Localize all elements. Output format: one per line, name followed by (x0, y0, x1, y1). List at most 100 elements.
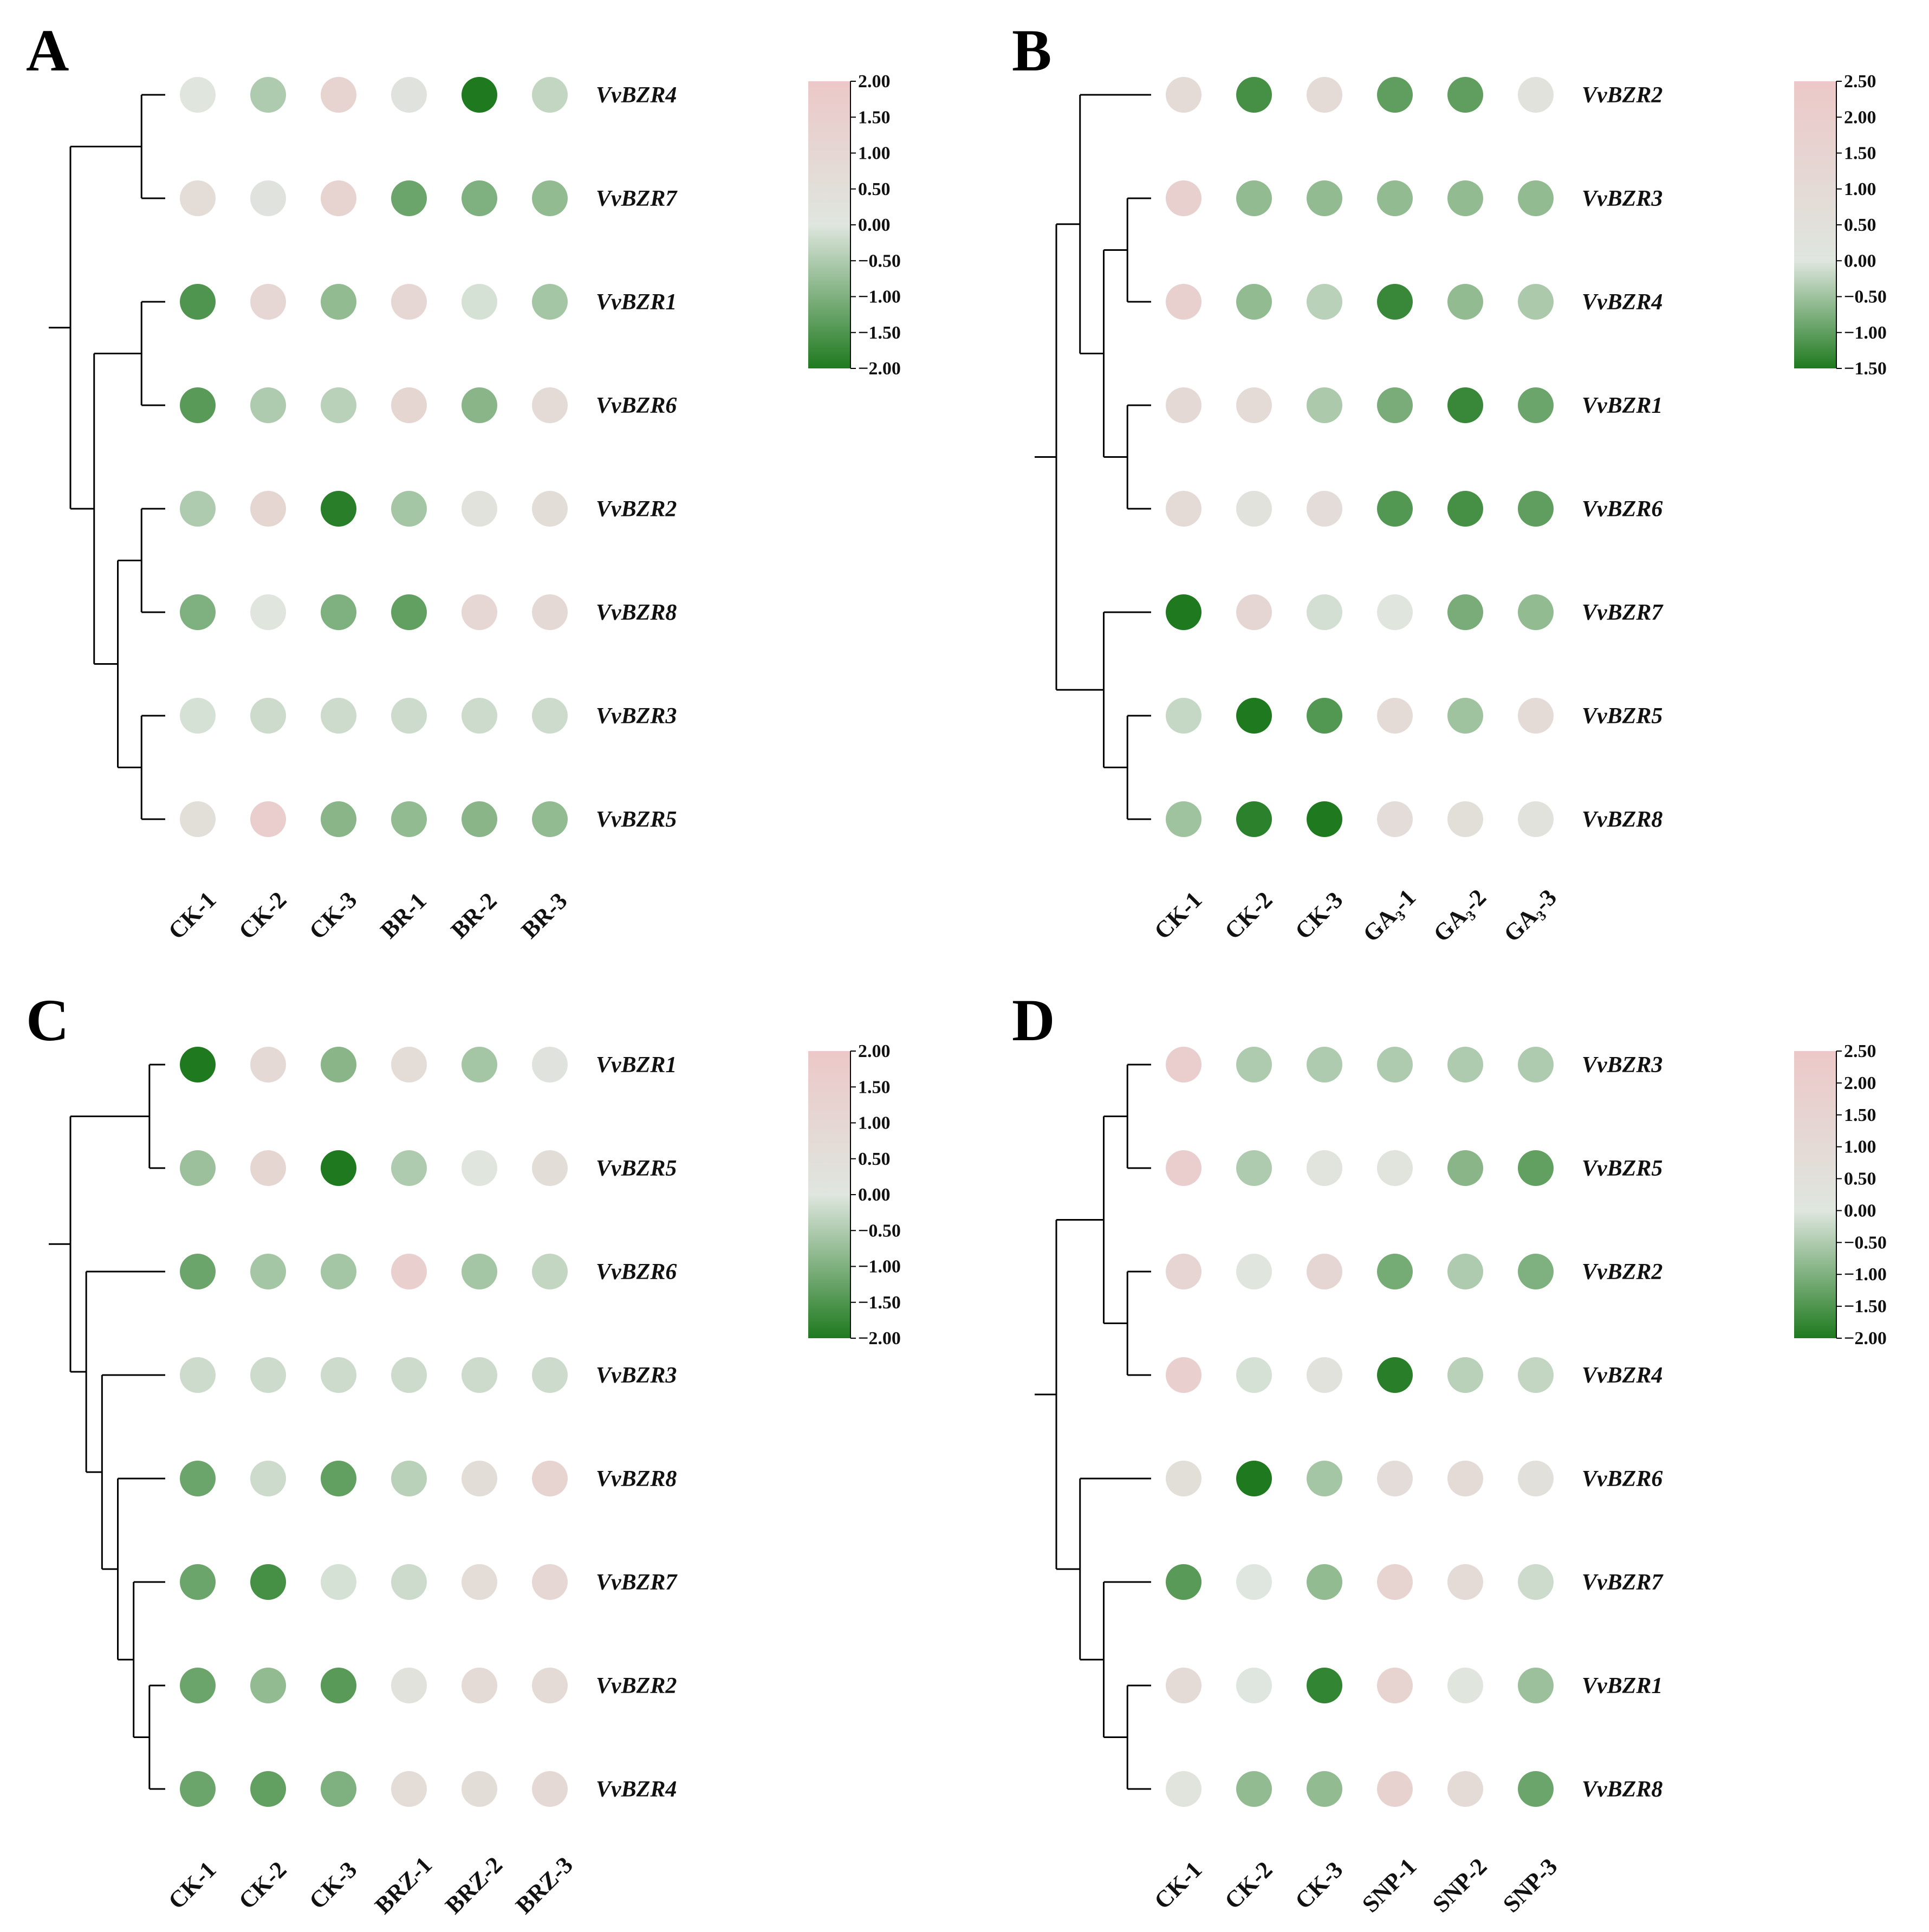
gene-label: VvBZR5 (1582, 1156, 1662, 1181)
heatmap-cell (1447, 1357, 1483, 1393)
gene-label: VvBZR6 (596, 393, 677, 418)
heatmap-cell (532, 1564, 568, 1600)
heatmap-cell (391, 1254, 427, 1289)
gene-label: VvBZR2 (1582, 1260, 1662, 1285)
heatmap-cell (462, 1564, 497, 1600)
column-label: CK-3 (1290, 1856, 1348, 1914)
heatmap-cell (1377, 180, 1413, 216)
heatmap-cell (391, 801, 427, 837)
colorbar-tick-label: 1.00 (858, 1113, 891, 1133)
heatmap-cell (1236, 284, 1272, 320)
colorbar-tick-label: 0.50 (1844, 215, 1876, 235)
heatmap-cell (250, 801, 286, 837)
heatmap-cell (1166, 1564, 1201, 1600)
heatmap-cell (391, 284, 427, 320)
heatmap-cell (1518, 698, 1554, 734)
heatmap-cell (391, 1047, 427, 1082)
heatmap-cell (250, 1357, 286, 1393)
heatmap-cell (1518, 1771, 1554, 1807)
heatmap-svg: VvBZR2 VvBZR3 VvBZR4 VvBZR1 VvBZR6 VvBZR7 VvBZ… (1035, 72, 1887, 947)
heatmap-cell (532, 387, 568, 423)
heatmap-cell (532, 284, 568, 320)
heatmap-cell (532, 1771, 568, 1807)
heatmap-cell (1307, 491, 1342, 527)
heatmap-cell (1236, 1357, 1272, 1393)
colorbar-tick-label: −1.00 (1844, 1265, 1887, 1285)
heatmap-cell (391, 594, 427, 630)
heatmap-cell (321, 1461, 356, 1496)
panel-C: C VvBZR1 VvBZR5 VvBZR6 VvBZR3 VvBZR8 VvBZR7 VvB… (0, 970, 964, 1932)
colorbar-tick-label: 0.00 (858, 1185, 891, 1205)
gene-label: VvBZR5 (596, 1156, 677, 1181)
heatmap-cell (1236, 180, 1272, 216)
heatmap-cell (180, 1254, 216, 1289)
heatmap-cell (1166, 1461, 1201, 1496)
heatmap-cell (1236, 1668, 1272, 1703)
heatmap-cell (1518, 491, 1554, 527)
gene-label: VvBZR8 (1582, 807, 1662, 832)
heatmap-cell (1518, 284, 1554, 320)
gene-label: VvBZR7 (1582, 600, 1664, 625)
heatmap-cell (1518, 1047, 1554, 1082)
colorbar-tick-label: −1.50 (1844, 359, 1887, 379)
heatmap-cell (1377, 801, 1413, 837)
heatmap-cell (1236, 698, 1272, 734)
heatmap-cell (1307, 1357, 1342, 1393)
heatmap-cell (1447, 1254, 1483, 1289)
heatmap-cell (1307, 1047, 1342, 1082)
heatmap-cell (1236, 387, 1272, 423)
heatmap-cell (1166, 801, 1201, 837)
gene-label: VvBZR6 (1582, 1467, 1662, 1492)
gene-label: VvBZR3 (1582, 1053, 1662, 1078)
heatmap-cell (532, 1357, 568, 1393)
gene-label: VvBZR7 (596, 1570, 678, 1595)
heatmap-cell (532, 801, 568, 837)
heatmap-cell (1518, 1150, 1554, 1186)
colorbar-tick-label: −1.00 (1844, 323, 1887, 343)
heatmap-cell (1166, 1357, 1201, 1393)
heatmap-cell (1166, 491, 1201, 527)
heatmap-cell (1377, 77, 1413, 113)
heatmap-cell (1447, 284, 1483, 320)
heatmap-cell (462, 1150, 497, 1186)
heatmap-cell (1307, 801, 1342, 837)
gene-label: VvBZR8 (1582, 1777, 1662, 1802)
heatmap-cell (180, 180, 216, 216)
heatmap-cell (1307, 1668, 1342, 1703)
heatmap-cell (321, 387, 356, 423)
heatmap-cell (1307, 180, 1342, 216)
gene-label: VvBZR3 (596, 1363, 677, 1388)
heatmap-cell (462, 1668, 497, 1703)
colorbar-tick-label: 0.00 (858, 215, 891, 235)
panel-D: D VvBZR3 VvBZR5 VvBZR2 VvBZR4 VvBZR6 VvBZR7 VvB… (986, 970, 1929, 1932)
heatmap-cell (1307, 594, 1342, 630)
heatmap-cell (391, 1461, 427, 1496)
heatmap-cell (532, 180, 568, 216)
column-label: CK-3 (1290, 886, 1348, 944)
heatmap-cell (1447, 180, 1483, 216)
gene-label: VvBZR7 (596, 186, 678, 211)
column-label: CK-3 (304, 1856, 362, 1914)
heatmap-cell (1447, 491, 1483, 527)
colorbar-tick-label: 0.50 (858, 1149, 891, 1169)
heatmap-cell (391, 77, 427, 113)
heatmap-cell (1236, 594, 1272, 630)
heatmap-cell (462, 77, 497, 113)
heatmap-cell (1236, 801, 1272, 837)
heatmap-cell (1166, 77, 1201, 113)
heatmap-cell (321, 698, 356, 734)
heatmap-cell (1307, 1254, 1342, 1289)
gene-label: VvBZR1 (1582, 1674, 1662, 1698)
column-label: CK-2 (233, 1856, 291, 1914)
colorbar-tick-label: 2.00 (1844, 107, 1876, 127)
column-label: BR-3 (516, 887, 573, 944)
colorbar-tick-label: 2.50 (1844, 72, 1876, 92)
gene-label: VvBZR1 (596, 290, 677, 315)
column-label: BR-2 (446, 887, 502, 944)
heatmap-cell (250, 491, 286, 527)
heatmap-cell (1377, 387, 1413, 423)
heatmap-cell (1377, 1771, 1413, 1807)
heatmap-cell (1307, 387, 1342, 423)
heatmap-cell (321, 77, 356, 113)
heatmap-cell (1307, 284, 1342, 320)
